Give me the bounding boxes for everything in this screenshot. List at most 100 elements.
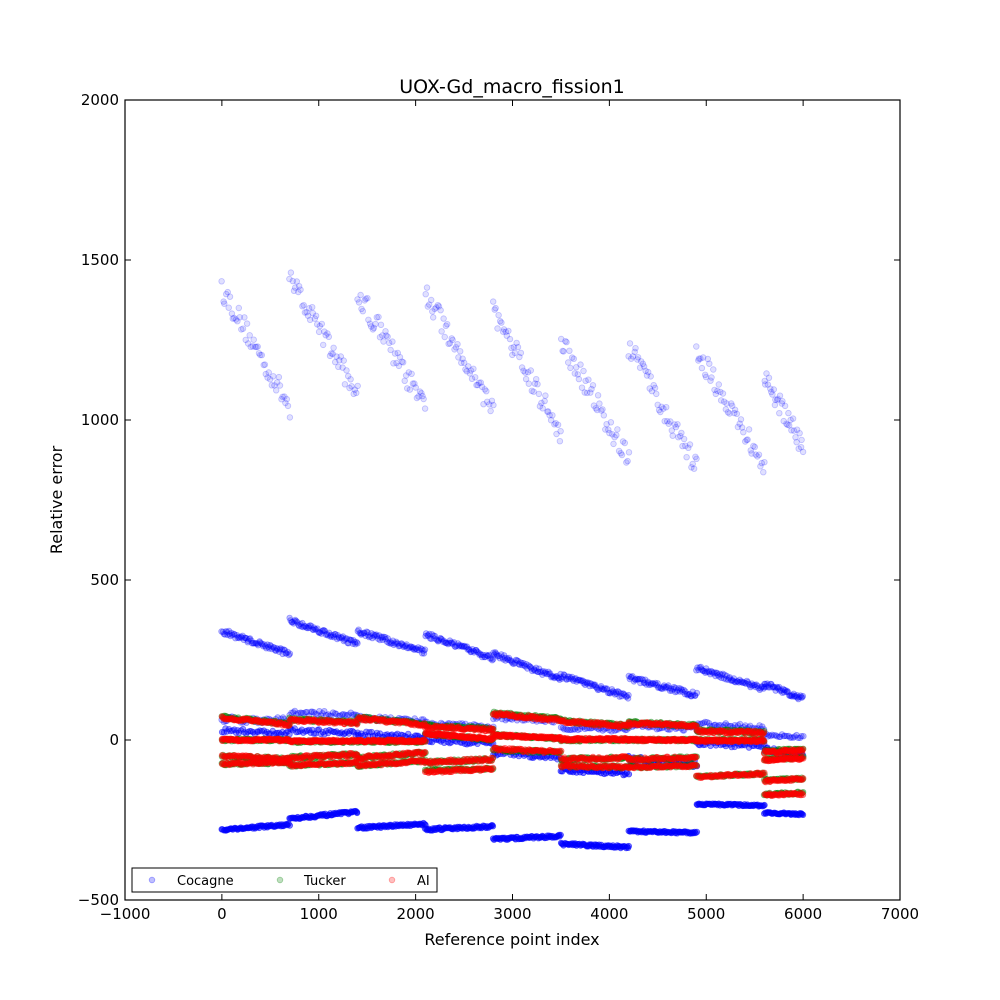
data-point (236, 314, 243, 321)
data-point (321, 708, 328, 715)
data-point (353, 639, 360, 646)
data-point (417, 645, 424, 652)
data-point (286, 650, 294, 657)
data-point (309, 626, 316, 633)
data-point (335, 363, 342, 370)
data-point (473, 647, 480, 654)
data-point (486, 651, 493, 659)
data-point (350, 637, 357, 644)
data-point (316, 708, 323, 715)
data-point (455, 643, 463, 650)
data-point (359, 630, 366, 637)
data-point (329, 350, 336, 358)
data-point (365, 632, 372, 639)
data-point (354, 296, 361, 303)
data-point (306, 622, 314, 629)
data-point (306, 316, 314, 323)
data-point (494, 325, 501, 332)
data-point (346, 636, 353, 643)
data-point (289, 618, 296, 626)
data-point (378, 634, 385, 641)
data-point (354, 628, 361, 635)
data-point (401, 377, 408, 384)
data-point (625, 691, 632, 699)
data-point (233, 632, 241, 639)
data-point (280, 646, 287, 653)
data-point (470, 365, 477, 372)
data-point (319, 627, 326, 635)
data-point (424, 632, 431, 639)
data-point (328, 633, 335, 640)
data-point (468, 648, 475, 655)
data-point (416, 388, 424, 395)
data-point (411, 380, 418, 387)
data-point (355, 626, 362, 633)
data-point (286, 414, 294, 421)
data-point (462, 644, 469, 651)
data-point (430, 314, 437, 321)
data-point (465, 645, 473, 653)
data-point (343, 712, 351, 719)
data-point (621, 439, 628, 447)
data-point (517, 349, 525, 357)
data-point (799, 692, 806, 700)
data-point (312, 710, 319, 718)
data-point (404, 385, 411, 392)
data-point (265, 643, 272, 651)
data-point (789, 415, 797, 422)
data-point (242, 336, 249, 344)
data-point (744, 436, 751, 443)
data-point (272, 647, 279, 654)
data-point (225, 627, 233, 635)
data-point (761, 801, 768, 809)
data-point (325, 333, 332, 340)
data-point (311, 315, 318, 322)
data-point (303, 624, 310, 631)
data-point (451, 346, 458, 353)
data-point (290, 620, 297, 627)
data-point (653, 390, 660, 398)
data-point (357, 291, 364, 299)
data-point (438, 328, 445, 335)
data-point (302, 623, 309, 630)
data-point (239, 632, 246, 639)
data-point (420, 647, 427, 654)
data-point (448, 335, 455, 342)
data-point (475, 649, 482, 656)
data-point (395, 643, 402, 650)
data-point (265, 369, 272, 376)
data-point (476, 651, 483, 658)
data-point (387, 346, 394, 354)
data-point (412, 645, 420, 652)
data-point (428, 631, 436, 638)
data-point (232, 316, 240, 323)
data-point (466, 370, 473, 377)
data-point (287, 269, 295, 276)
data-point (491, 306, 498, 313)
chart-title: UOX-Gd_macro_fission1 (399, 76, 624, 98)
data-point (796, 430, 803, 437)
data-point (229, 631, 236, 639)
data-point (275, 373, 283, 381)
data-point (484, 398, 491, 405)
data-point (459, 355, 466, 362)
data-point (776, 392, 784, 399)
data-point (382, 634, 389, 641)
data-point (254, 642, 262, 649)
data-point (379, 332, 386, 339)
data-point (258, 641, 266, 648)
data-point (337, 634, 345, 641)
data-point (683, 454, 690, 461)
data-point (314, 321, 321, 328)
data-point (332, 358, 339, 366)
data-point (255, 350, 263, 357)
data-point (632, 345, 639, 352)
data-point (413, 394, 421, 402)
data-point (433, 636, 440, 643)
data-point (361, 629, 368, 637)
data-point (393, 640, 400, 647)
data-point (362, 632, 369, 640)
data-point (332, 631, 339, 638)
data-point (400, 359, 407, 366)
data-point (288, 619, 295, 626)
